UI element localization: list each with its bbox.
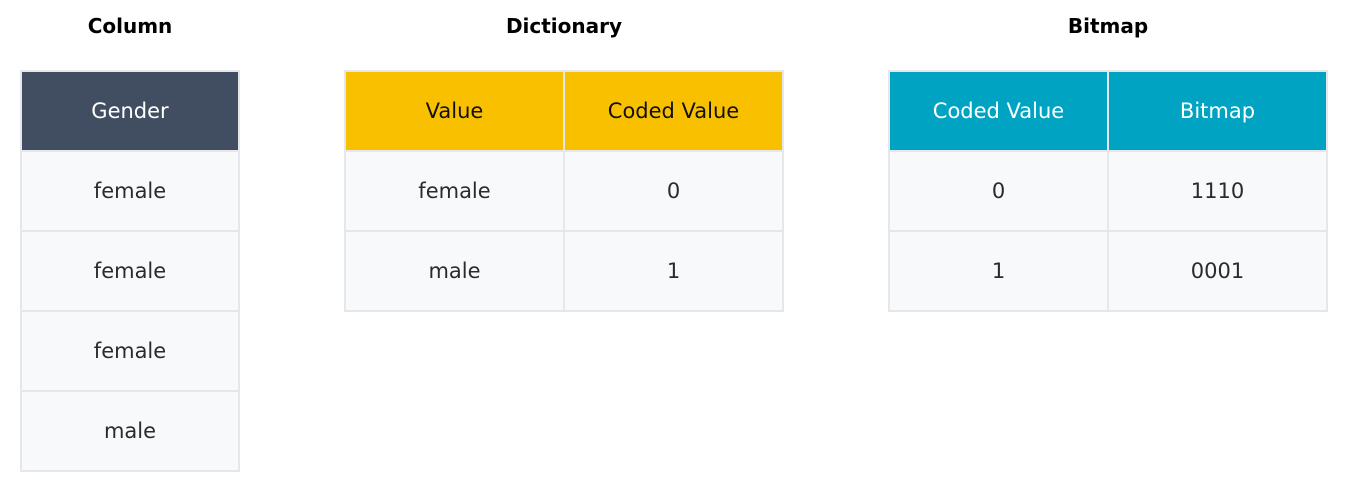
column-title: Column	[87, 14, 173, 38]
cell: female	[20, 230, 240, 312]
cell: 1	[563, 230, 784, 312]
dictionary-title: Dictionary	[505, 14, 623, 38]
table-row: male	[20, 390, 240, 472]
cell: 0	[888, 150, 1109, 232]
table-row: female 0	[344, 150, 784, 232]
table-row: 0 1110	[888, 150, 1328, 232]
header-gender: Gender	[20, 70, 240, 152]
cell: female	[344, 150, 565, 232]
header-bitmap: Bitmap	[1107, 70, 1328, 152]
cell: 1110	[1107, 150, 1328, 232]
cell: 0001	[1107, 230, 1328, 312]
bitmap-table: Coded Value Bitmap 0 1110 1 0001	[888, 70, 1328, 312]
cell: female	[20, 150, 240, 232]
table-row: 1 0001	[888, 230, 1328, 312]
header-coded-value: Coded Value	[888, 70, 1109, 152]
dictionary-table: Value Coded Value female 0 male 1	[344, 70, 784, 312]
cell: male	[20, 390, 240, 472]
bitmap-title: Bitmap	[1067, 14, 1149, 38]
header-value: Value	[344, 70, 565, 152]
table-row: female	[20, 310, 240, 392]
table-row: female	[20, 230, 240, 312]
cell: female	[20, 310, 240, 392]
table-row: female	[20, 150, 240, 232]
cell: 1	[888, 230, 1109, 312]
cell: 0	[563, 150, 784, 232]
cell: male	[344, 230, 565, 312]
header-coded-value: Coded Value	[563, 70, 784, 152]
table-row: male 1	[344, 230, 784, 312]
column-table: Gender female female female male	[20, 70, 240, 472]
